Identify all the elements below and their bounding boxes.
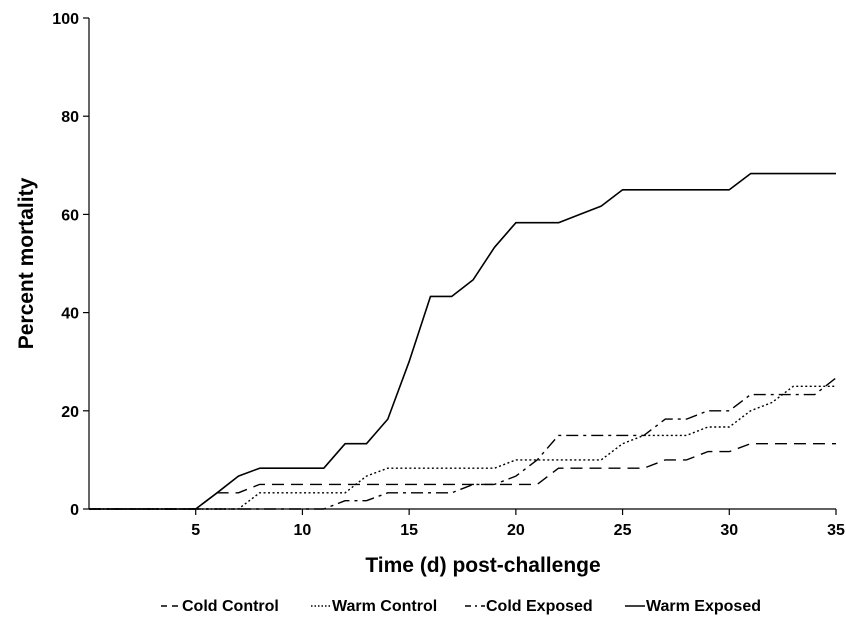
- x-tick-label: 10: [294, 522, 312, 539]
- y-tick-label: 80: [61, 109, 79, 126]
- x-tick-label: 35: [827, 522, 845, 539]
- y-tick-label: 20: [61, 404, 79, 421]
- y-tick-label: 0: [70, 502, 79, 519]
- legend-item-cold-control: Cold Control: [161, 598, 279, 615]
- series-line-cold-control: [89, 443, 836, 510]
- legend-label: Warm Exposed: [646, 598, 761, 615]
- legend-item-cold-exposed: Cold Exposed: [465, 598, 593, 615]
- legend-label: Cold Exposed: [486, 598, 593, 615]
- x-tick-label: 20: [507, 522, 525, 539]
- legend-item-warm-control: Warm Control: [311, 598, 437, 615]
- x-tick-label: 25: [614, 522, 632, 539]
- legend-item-warm-exposed: Warm Exposed: [625, 598, 761, 615]
- y-tick-label: 60: [61, 207, 79, 224]
- x-axis-title: Time (d) post-challenge: [365, 554, 600, 577]
- legend-label: Cold Control: [182, 598, 279, 615]
- series-line-warm-control: [89, 385, 836, 510]
- series-line-warm-exposed: [89, 172, 836, 510]
- legend-label: Warm Control: [332, 598, 437, 615]
- x-tick-label: 30: [720, 522, 738, 539]
- y-tick-label: 40: [61, 306, 79, 323]
- y-axis-ticks: 0 20 40 60 80 100: [52, 11, 89, 519]
- y-axis-title: Percent mortality: [15, 177, 38, 349]
- y-tick-label: 100: [52, 11, 79, 28]
- x-tick-label: 5: [191, 522, 200, 539]
- series-line-cold-exposed: [89, 377, 837, 510]
- legend: Cold Control Warm Control Cold Exposed Warm…: [161, 598, 761, 615]
- series-lines: [89, 172, 837, 510]
- x-axis-ticks: 5 10 15 20 25 30 35: [191, 509, 845, 539]
- x-tick-label: 15: [400, 522, 418, 539]
